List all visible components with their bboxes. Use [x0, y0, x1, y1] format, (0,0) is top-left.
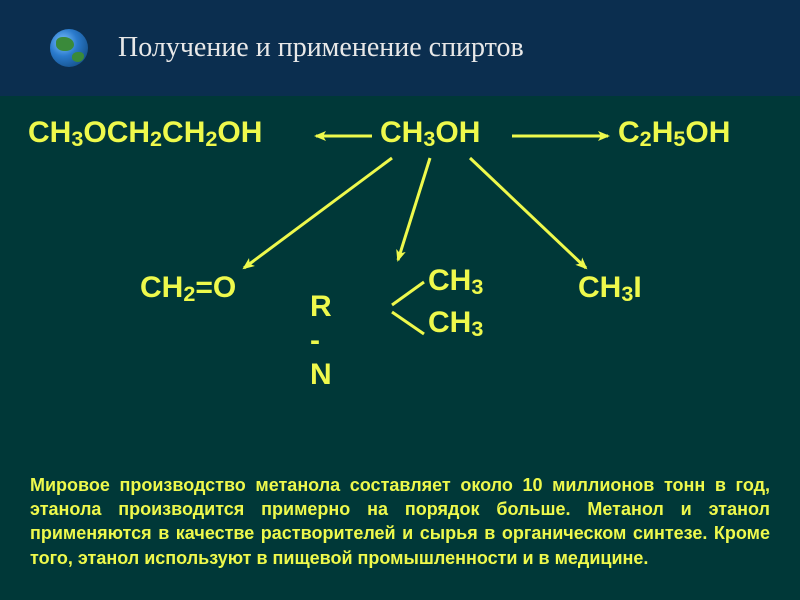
formula-methoxyethanol: CH3OCH2CH2OH: [28, 116, 262, 152]
slide-content: CH3OH CH3OCH2CH2OH C2H5OH CH2=O CH3I R -…: [0, 96, 800, 600]
formula-center-methanol: CH3OH: [380, 116, 480, 152]
formula-methyl-iodide: CH3I: [578, 271, 642, 307]
formula-ethanol: C2H5OH: [618, 116, 730, 152]
formula-formaldehyde: CH2=O: [140, 271, 236, 307]
globe-icon: [50, 29, 88, 67]
description-text: Мировое производство метанола составляет…: [30, 473, 770, 570]
slide-title: Получение и применение спиртов: [118, 32, 524, 64]
slide-header: Получение и применение спиртов: [0, 0, 800, 96]
